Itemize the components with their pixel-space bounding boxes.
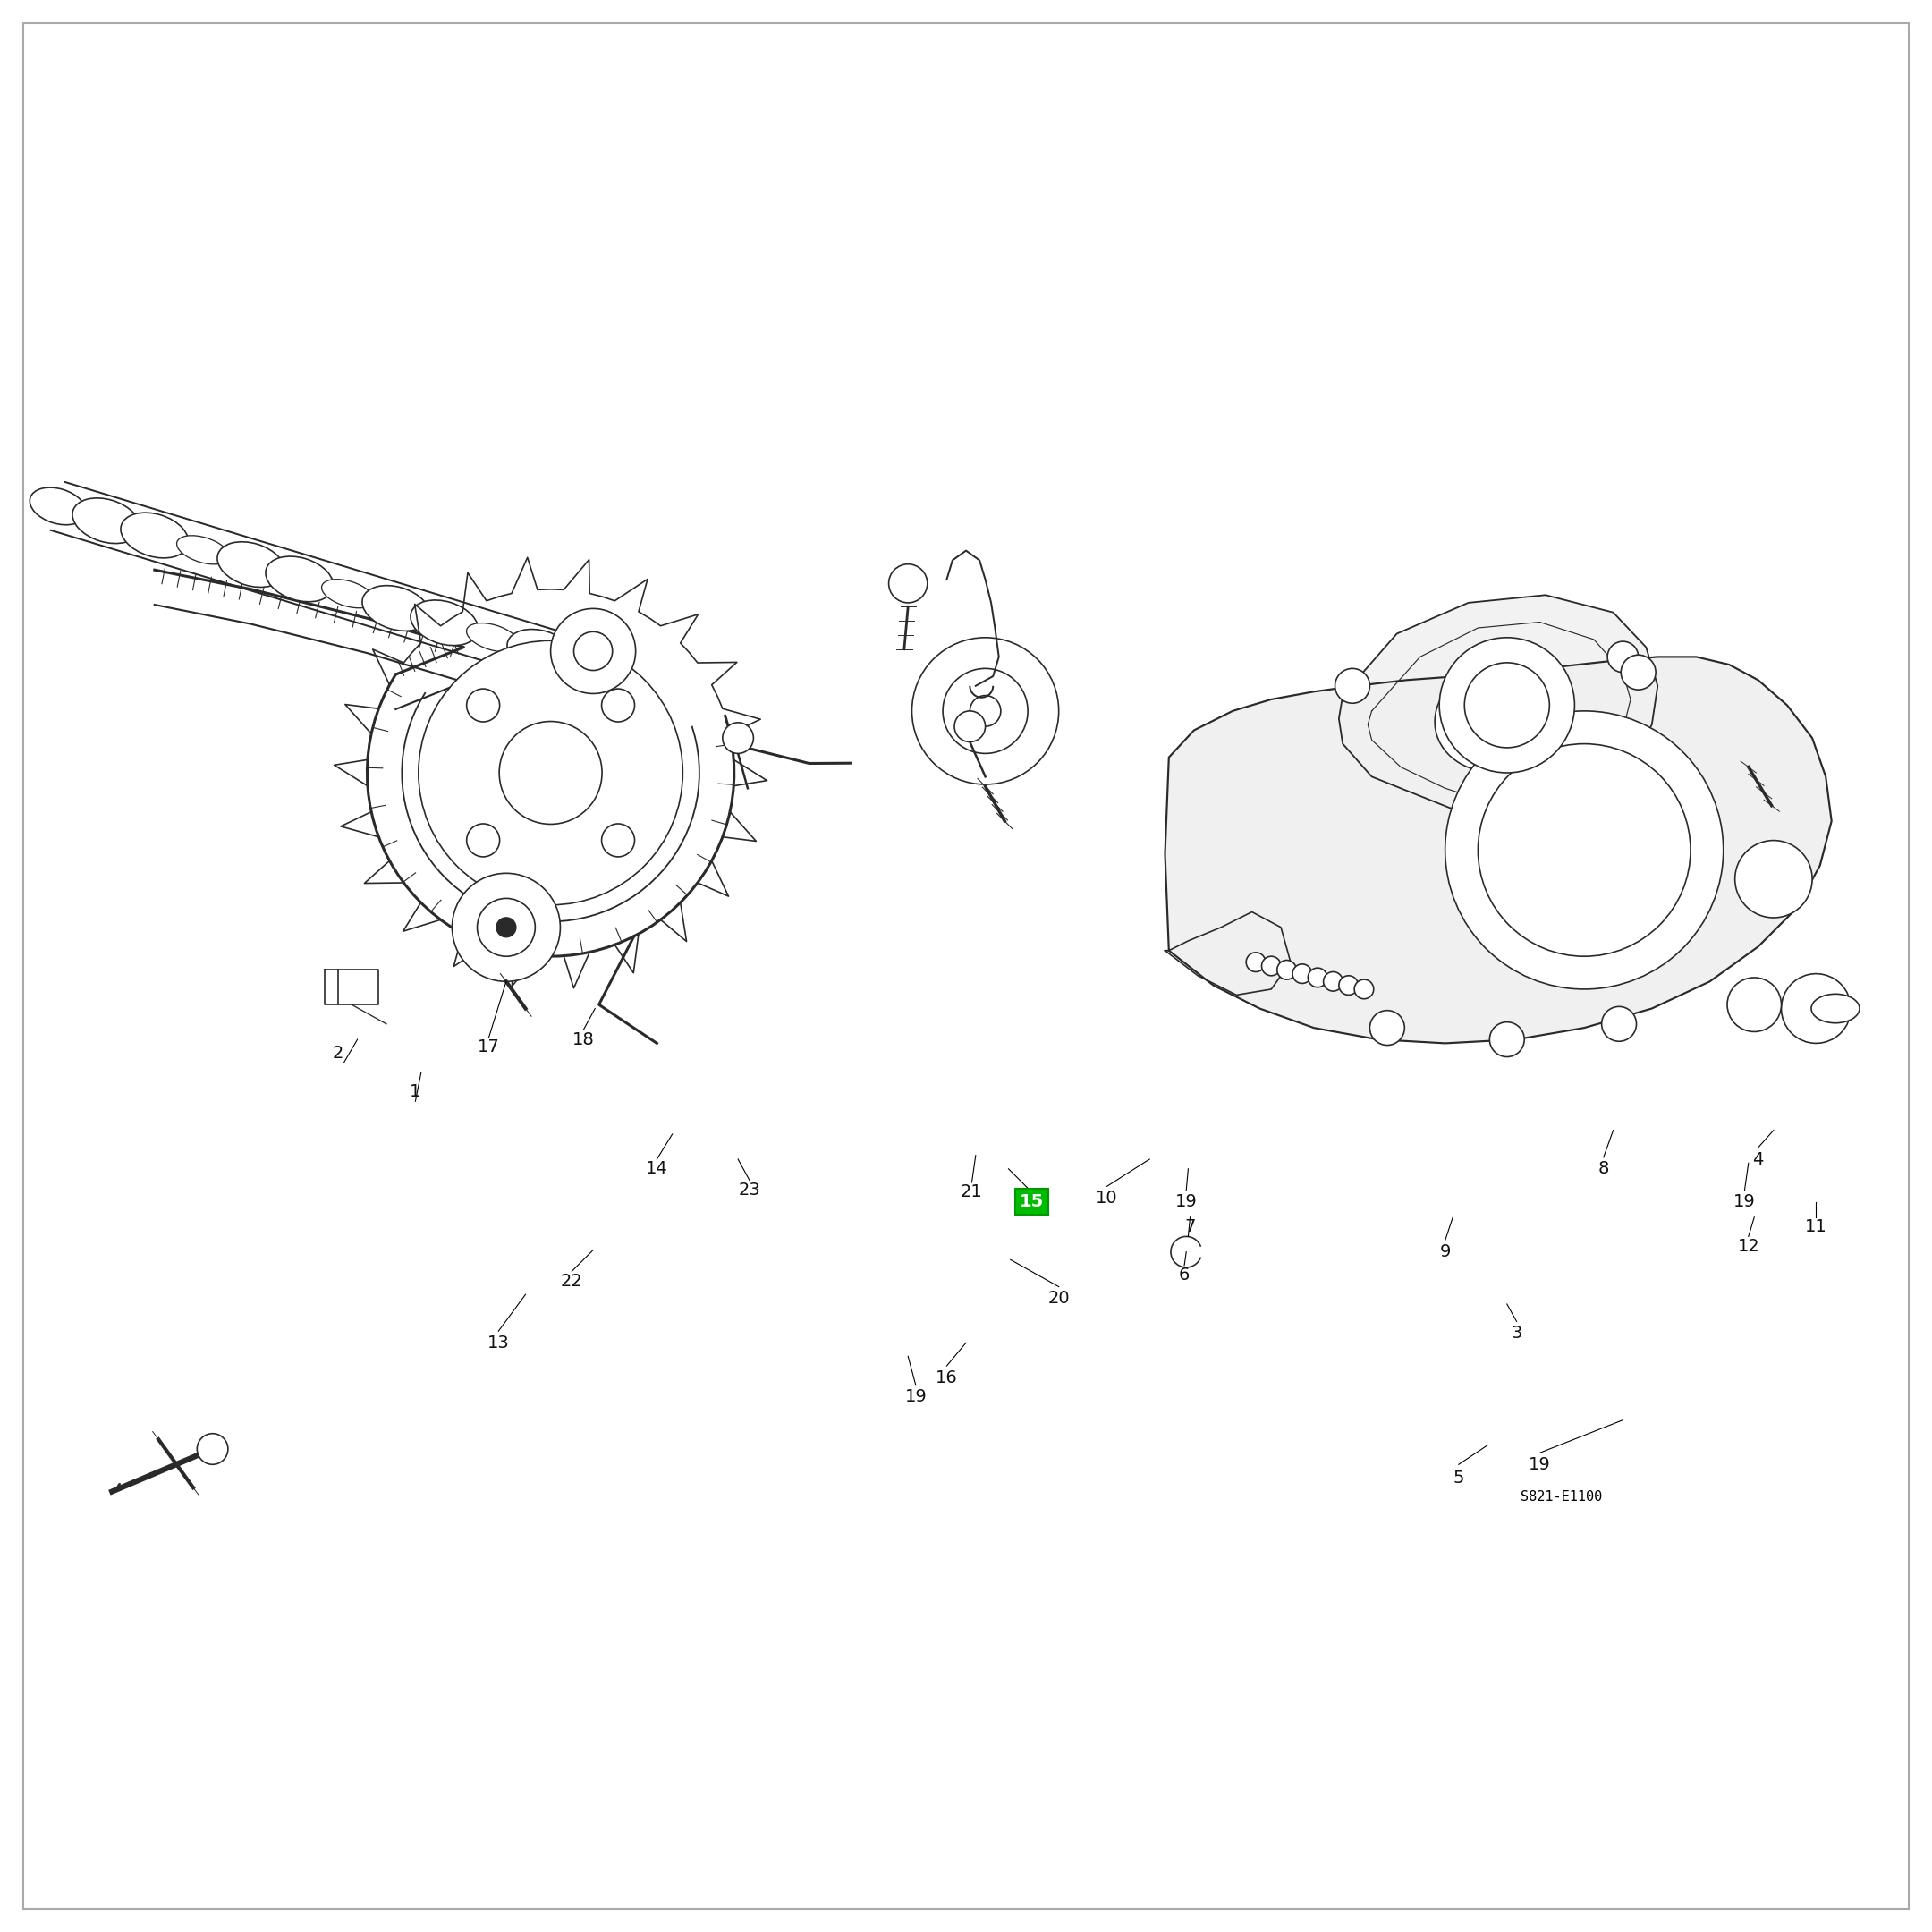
Circle shape (601, 690, 634, 723)
Circle shape (1308, 968, 1327, 987)
Circle shape (1293, 964, 1312, 983)
Circle shape (477, 898, 535, 956)
Circle shape (943, 668, 1028, 753)
Text: 13: 13 (487, 1335, 510, 1350)
Circle shape (197, 1434, 228, 1464)
Text: 4: 4 (1752, 1151, 1764, 1167)
Ellipse shape (71, 498, 141, 543)
Ellipse shape (265, 556, 334, 601)
Circle shape (1735, 840, 1812, 918)
Circle shape (1607, 641, 1638, 672)
Text: 12: 12 (1737, 1238, 1760, 1254)
Ellipse shape (1435, 665, 1559, 773)
Circle shape (601, 823, 634, 856)
Text: 10: 10 (1095, 1190, 1119, 1206)
Text: 2: 2 (332, 1045, 344, 1061)
Text: 19: 19 (904, 1389, 927, 1405)
Ellipse shape (560, 647, 618, 686)
Text: 23: 23 (738, 1182, 761, 1198)
Circle shape (1439, 638, 1575, 773)
Circle shape (1621, 655, 1656, 690)
Ellipse shape (410, 601, 479, 645)
Polygon shape (1165, 657, 1832, 1043)
Text: 20: 20 (1047, 1291, 1070, 1306)
Circle shape (1370, 1010, 1405, 1045)
Text: 1: 1 (410, 1084, 421, 1099)
Circle shape (497, 918, 516, 937)
Text: 19: 19 (1175, 1194, 1198, 1209)
Text: 9: 9 (1439, 1244, 1451, 1260)
Text: 17: 17 (477, 1039, 500, 1055)
Ellipse shape (321, 580, 375, 609)
Polygon shape (1339, 595, 1658, 835)
Circle shape (551, 609, 636, 694)
Circle shape (889, 564, 927, 603)
Ellipse shape (120, 512, 189, 558)
Circle shape (954, 711, 985, 742)
Ellipse shape (176, 535, 230, 564)
Text: 14: 14 (645, 1161, 668, 1177)
Circle shape (452, 873, 560, 981)
Circle shape (970, 696, 1001, 726)
Circle shape (1323, 972, 1343, 991)
Circle shape (1262, 956, 1281, 976)
Circle shape (1354, 980, 1374, 999)
Text: 21: 21 (960, 1184, 983, 1200)
Circle shape (723, 723, 753, 753)
Text: 18: 18 (572, 1032, 595, 1047)
Circle shape (912, 638, 1059, 784)
Text: 7: 7 (1184, 1219, 1196, 1235)
Text: 16: 16 (935, 1370, 958, 1385)
Text: 11: 11 (1804, 1219, 1828, 1235)
Circle shape (1478, 744, 1690, 956)
Ellipse shape (506, 630, 576, 674)
Text: 8: 8 (1598, 1161, 1609, 1177)
Circle shape (1445, 711, 1723, 989)
Circle shape (1277, 960, 1296, 980)
Ellipse shape (466, 622, 520, 651)
Circle shape (1490, 1022, 1524, 1057)
Text: S821-E1100: S821-E1100 (1520, 1492, 1602, 1503)
Text: 15: 15 (1020, 1194, 1043, 1209)
Text: 5: 5 (1453, 1470, 1464, 1486)
Ellipse shape (361, 585, 431, 632)
Text: 3: 3 (1511, 1325, 1522, 1341)
Ellipse shape (216, 541, 286, 587)
Circle shape (498, 721, 603, 825)
Circle shape (1335, 668, 1370, 703)
Text: 19: 19 (1733, 1194, 1756, 1209)
Circle shape (1339, 976, 1358, 995)
Text: 19: 19 (1528, 1457, 1551, 1472)
Circle shape (468, 690, 500, 723)
Text: 6: 6 (1179, 1267, 1190, 1283)
Circle shape (468, 823, 500, 856)
Circle shape (574, 632, 612, 670)
Circle shape (419, 641, 682, 904)
Ellipse shape (1812, 993, 1859, 1024)
Circle shape (1727, 978, 1781, 1032)
Circle shape (1464, 663, 1549, 748)
Text: 22: 22 (560, 1273, 583, 1289)
Circle shape (1602, 1007, 1636, 1041)
Circle shape (1246, 952, 1265, 972)
Circle shape (1781, 974, 1851, 1043)
Ellipse shape (29, 487, 87, 526)
